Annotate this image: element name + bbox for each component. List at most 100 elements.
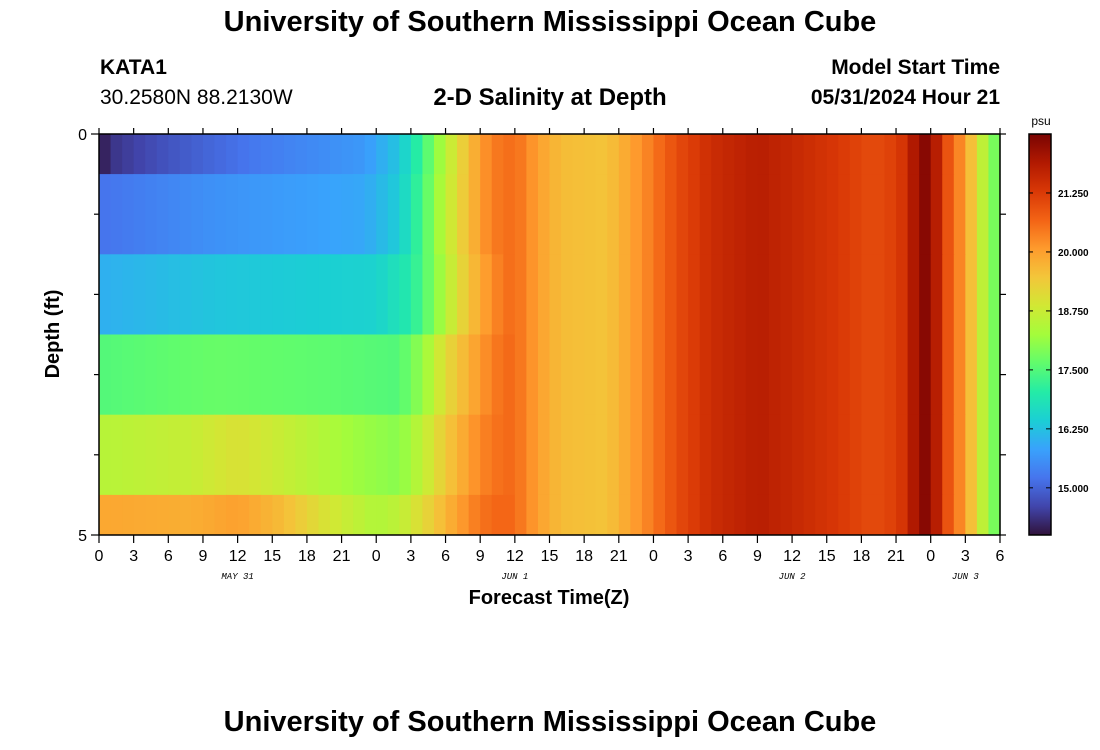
heatmap-cell <box>768 254 782 335</box>
heatmap-cell <box>745 134 759 175</box>
heatmap-cell <box>376 174 389 255</box>
heatmap-cell <box>387 134 400 175</box>
heatmap-cell <box>145 334 158 416</box>
heatmap-cell <box>849 414 862 496</box>
heatmap-cell <box>792 494 805 536</box>
heatmap-cell <box>99 254 112 335</box>
heatmap-cell <box>295 254 308 335</box>
heatmap-cell <box>353 334 366 416</box>
heatmap-cell <box>526 414 539 496</box>
x-tick-label: 15 <box>541 548 559 565</box>
heatmap-cell <box>260 334 273 416</box>
heatmap-cell <box>318 174 331 255</box>
heatmap-cell <box>330 174 343 255</box>
heatmap-cell <box>445 174 458 255</box>
heatmap-cell <box>722 334 735 416</box>
heatmap-cell <box>607 254 620 335</box>
heatmap-cell <box>202 174 216 255</box>
heatmap-cell <box>838 134 851 175</box>
heatmap-cell <box>584 414 597 496</box>
heatmap-cell <box>399 334 412 416</box>
heatmap-cell <box>156 134 169 175</box>
heatmap-cell <box>803 494 816 536</box>
heatmap-cell <box>283 494 296 536</box>
heatmap-cell <box>133 254 146 335</box>
heatmap-cell <box>260 174 273 255</box>
heatmap-cell <box>688 254 701 335</box>
heatmap-cell <box>514 494 527 536</box>
heatmap-cell <box>330 494 343 536</box>
heatmap-cell <box>942 134 955 175</box>
heatmap-cell <box>965 414 978 496</box>
heatmap-cell <box>156 174 169 255</box>
heatmap-cell <box>237 494 250 536</box>
heatmap-cell <box>815 254 828 335</box>
heatmap-cell <box>526 494 539 536</box>
heatmap-cell <box>145 134 158 175</box>
heatmap-cell <box>584 134 597 175</box>
heatmap-cell <box>214 254 227 335</box>
heatmap-cell <box>249 414 262 496</box>
x-tick-label: 3 <box>684 548 693 565</box>
heatmap-cell <box>745 414 759 496</box>
heatmap-cell <box>353 494 366 536</box>
heatmap-cell <box>503 334 516 416</box>
heatmap-cell <box>641 174 655 255</box>
heatmap-cell <box>295 134 308 175</box>
heatmap-cell <box>468 494 481 536</box>
heatmap-cell <box>688 334 701 416</box>
y-tick-label: 0 <box>78 127 87 144</box>
heatmap-cell <box>468 414 481 496</box>
heatmap-cell <box>653 334 666 416</box>
heatmap-cell <box>526 254 539 335</box>
heatmap-cell <box>491 494 504 536</box>
heatmap-cell <box>896 414 909 496</box>
bottom-page-title: University of Southern Mississippi Ocean… <box>223 706 877 738</box>
heatmap-cell <box>422 254 435 335</box>
heatmap-cell <box>595 134 608 175</box>
x-tick-label: 3 <box>129 548 138 565</box>
heatmap-cell <box>133 414 146 496</box>
heatmap-cell <box>861 334 874 416</box>
heatmap-cell <box>688 414 701 496</box>
heatmap-cell <box>826 174 839 255</box>
heatmap-cell <box>595 174 608 255</box>
x-tick-label: 21 <box>610 548 628 565</box>
heatmap-cell <box>491 414 504 496</box>
heatmap-cell <box>433 414 447 496</box>
heatmap-cell <box>861 494 874 536</box>
heatmap-cell <box>919 174 932 255</box>
heatmap-cell <box>168 494 181 536</box>
heatmap-cell <box>179 254 193 335</box>
heatmap-cell <box>387 334 400 416</box>
heatmap-cell <box>295 414 308 496</box>
x-tick-label: 9 <box>753 548 762 565</box>
heatmap-cell <box>364 174 377 255</box>
heatmap-cell <box>387 494 400 536</box>
heatmap-cell <box>699 494 712 536</box>
heatmap-cell <box>145 254 158 335</box>
heatmap-cell <box>849 134 862 175</box>
heatmap-cell <box>641 134 655 175</box>
heatmap-cell <box>838 334 851 416</box>
heatmap-cell <box>226 134 239 175</box>
heatmap-cell <box>768 174 782 255</box>
heatmap-cell <box>630 174 643 255</box>
heatmap-cell <box>884 254 897 335</box>
heatmap-cell <box>226 174 239 255</box>
heatmap-cell <box>202 494 216 536</box>
heatmap-cell <box>734 334 747 416</box>
colorbar-tick-label: 21.250 <box>1058 189 1089 200</box>
heatmap-cell <box>191 254 204 335</box>
heatmap-cell <box>376 334 389 416</box>
heatmap-cell <box>849 494 862 536</box>
heatmap-cell <box>884 174 897 255</box>
heatmap-cell <box>353 414 366 496</box>
heatmap-cell <box>561 414 574 496</box>
heatmap-cell <box>584 494 597 536</box>
heatmap-cell <box>872 494 886 536</box>
heatmap-cell <box>953 254 966 335</box>
y-tick-label: 5 <box>78 528 87 545</box>
heatmap-cell <box>330 414 343 496</box>
heatmap-cell <box>191 414 204 496</box>
